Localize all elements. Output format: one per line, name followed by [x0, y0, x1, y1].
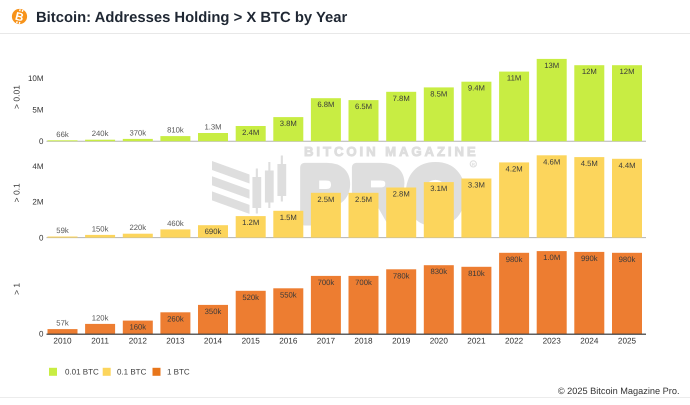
svg-text:> 1: > 1	[12, 283, 22, 295]
svg-text:7.8M: 7.8M	[393, 94, 410, 103]
svg-text:13M: 13M	[544, 61, 559, 70]
svg-text:0: 0	[39, 137, 44, 146]
svg-text:2011: 2011	[91, 337, 109, 346]
svg-text:2023: 2023	[543, 337, 562, 346]
svg-text:2016: 2016	[279, 337, 298, 346]
svg-text:810k: 810k	[167, 126, 184, 135]
svg-text:5M: 5M	[32, 105, 43, 114]
svg-text:2025: 2025	[618, 337, 637, 346]
svg-text:2013: 2013	[166, 337, 185, 346]
svg-text:11M: 11M	[507, 74, 521, 83]
svg-text:1.5M: 1.5M	[280, 213, 297, 222]
svg-text:4.5M: 4.5M	[581, 159, 598, 168]
svg-text:2019: 2019	[392, 337, 411, 346]
svg-text:6.5M: 6.5M	[355, 102, 372, 111]
svg-text:2022: 2022	[505, 337, 524, 346]
svg-text:2024: 2024	[580, 337, 599, 346]
svg-text:2.8M: 2.8M	[393, 190, 410, 199]
svg-text:12M: 12M	[582, 67, 597, 76]
svg-text:8.5M: 8.5M	[430, 89, 447, 98]
svg-text:1.0M: 1.0M	[543, 253, 560, 262]
svg-text:66k: 66k	[56, 130, 69, 139]
svg-text:0.01 BTC: 0.01 BTC	[65, 368, 99, 377]
svg-text:460k: 460k	[167, 219, 184, 228]
svg-text:830k: 830k	[430, 267, 447, 276]
svg-text:57k: 57k	[56, 319, 69, 328]
svg-text:2017: 2017	[317, 337, 336, 346]
svg-text:260k: 260k	[167, 314, 184, 323]
svg-text:3.3M: 3.3M	[468, 181, 485, 190]
svg-text:700k: 700k	[318, 278, 335, 287]
svg-text:240k: 240k	[92, 129, 109, 138]
svg-text:1.2M: 1.2M	[242, 218, 259, 227]
svg-text:780k: 780k	[393, 271, 410, 280]
svg-text:1 BTC: 1 BTC	[167, 368, 190, 377]
svg-text:B: B	[14, 11, 25, 25]
svg-text:550k: 550k	[280, 290, 297, 299]
svg-text:9.4M: 9.4M	[468, 84, 485, 93]
svg-text:Bitcoin: Addresses Holding > X: Bitcoin: Addresses Holding > X BTC by Ye…	[36, 10, 347, 26]
svg-text:2012: 2012	[129, 337, 148, 346]
svg-text:1.3M: 1.3M	[204, 123, 221, 132]
svg-text:2020: 2020	[430, 337, 449, 346]
svg-text:810k: 810k	[468, 269, 485, 278]
svg-text:> 0.1: > 0.1	[12, 183, 22, 202]
svg-text:370k: 370k	[129, 128, 146, 137]
svg-text:4.6M: 4.6M	[543, 157, 560, 166]
svg-text:4M: 4M	[32, 162, 43, 171]
svg-text:12M: 12M	[620, 67, 635, 76]
svg-text:990k: 990k	[581, 254, 598, 263]
svg-text:> 0.01: > 0.01	[12, 85, 22, 109]
svg-text:980k: 980k	[506, 255, 523, 264]
svg-text:160k: 160k	[129, 323, 146, 332]
svg-text:2021: 2021	[467, 337, 486, 346]
svg-text:2M: 2M	[32, 198, 43, 207]
svg-text:690k: 690k	[205, 227, 222, 236]
svg-text:3.8M: 3.8M	[280, 119, 297, 128]
svg-text:520k: 520k	[242, 293, 259, 302]
svg-text:2.4M: 2.4M	[242, 128, 259, 137]
svg-text:2015: 2015	[242, 337, 261, 346]
svg-text:120k: 120k	[92, 313, 109, 322]
svg-text:6.8M: 6.8M	[317, 100, 334, 109]
svg-text:59k: 59k	[56, 226, 69, 235]
svg-text:2.5M: 2.5M	[317, 195, 334, 204]
svg-text:2018: 2018	[354, 337, 373, 346]
svg-text:0.1 BTC: 0.1 BTC	[117, 368, 147, 377]
svg-text:BITCOIN MAGAZINE: BITCOIN MAGAZINE	[304, 144, 479, 159]
svg-text:R: R	[472, 162, 476, 167]
svg-text:0: 0	[39, 330, 44, 339]
svg-text:© 2025 Bitcoin Magazine Pro.: © 2025 Bitcoin Magazine Pro.	[558, 386, 680, 396]
svg-text:350k: 350k	[205, 307, 222, 316]
svg-text:980k: 980k	[619, 255, 636, 264]
svg-text:4.2M: 4.2M	[506, 164, 523, 173]
svg-text:2014: 2014	[204, 337, 223, 346]
svg-text:2010: 2010	[53, 337, 72, 346]
svg-text:700k: 700k	[355, 278, 372, 287]
svg-text:2.5M: 2.5M	[355, 195, 372, 204]
svg-text:0: 0	[39, 234, 44, 243]
svg-text:220k: 220k	[129, 223, 146, 232]
svg-text:4.4M: 4.4M	[618, 161, 635, 170]
svg-text:10M: 10M	[28, 74, 44, 83]
svg-text:3.1M: 3.1M	[430, 184, 447, 193]
svg-text:150k: 150k	[92, 224, 109, 233]
